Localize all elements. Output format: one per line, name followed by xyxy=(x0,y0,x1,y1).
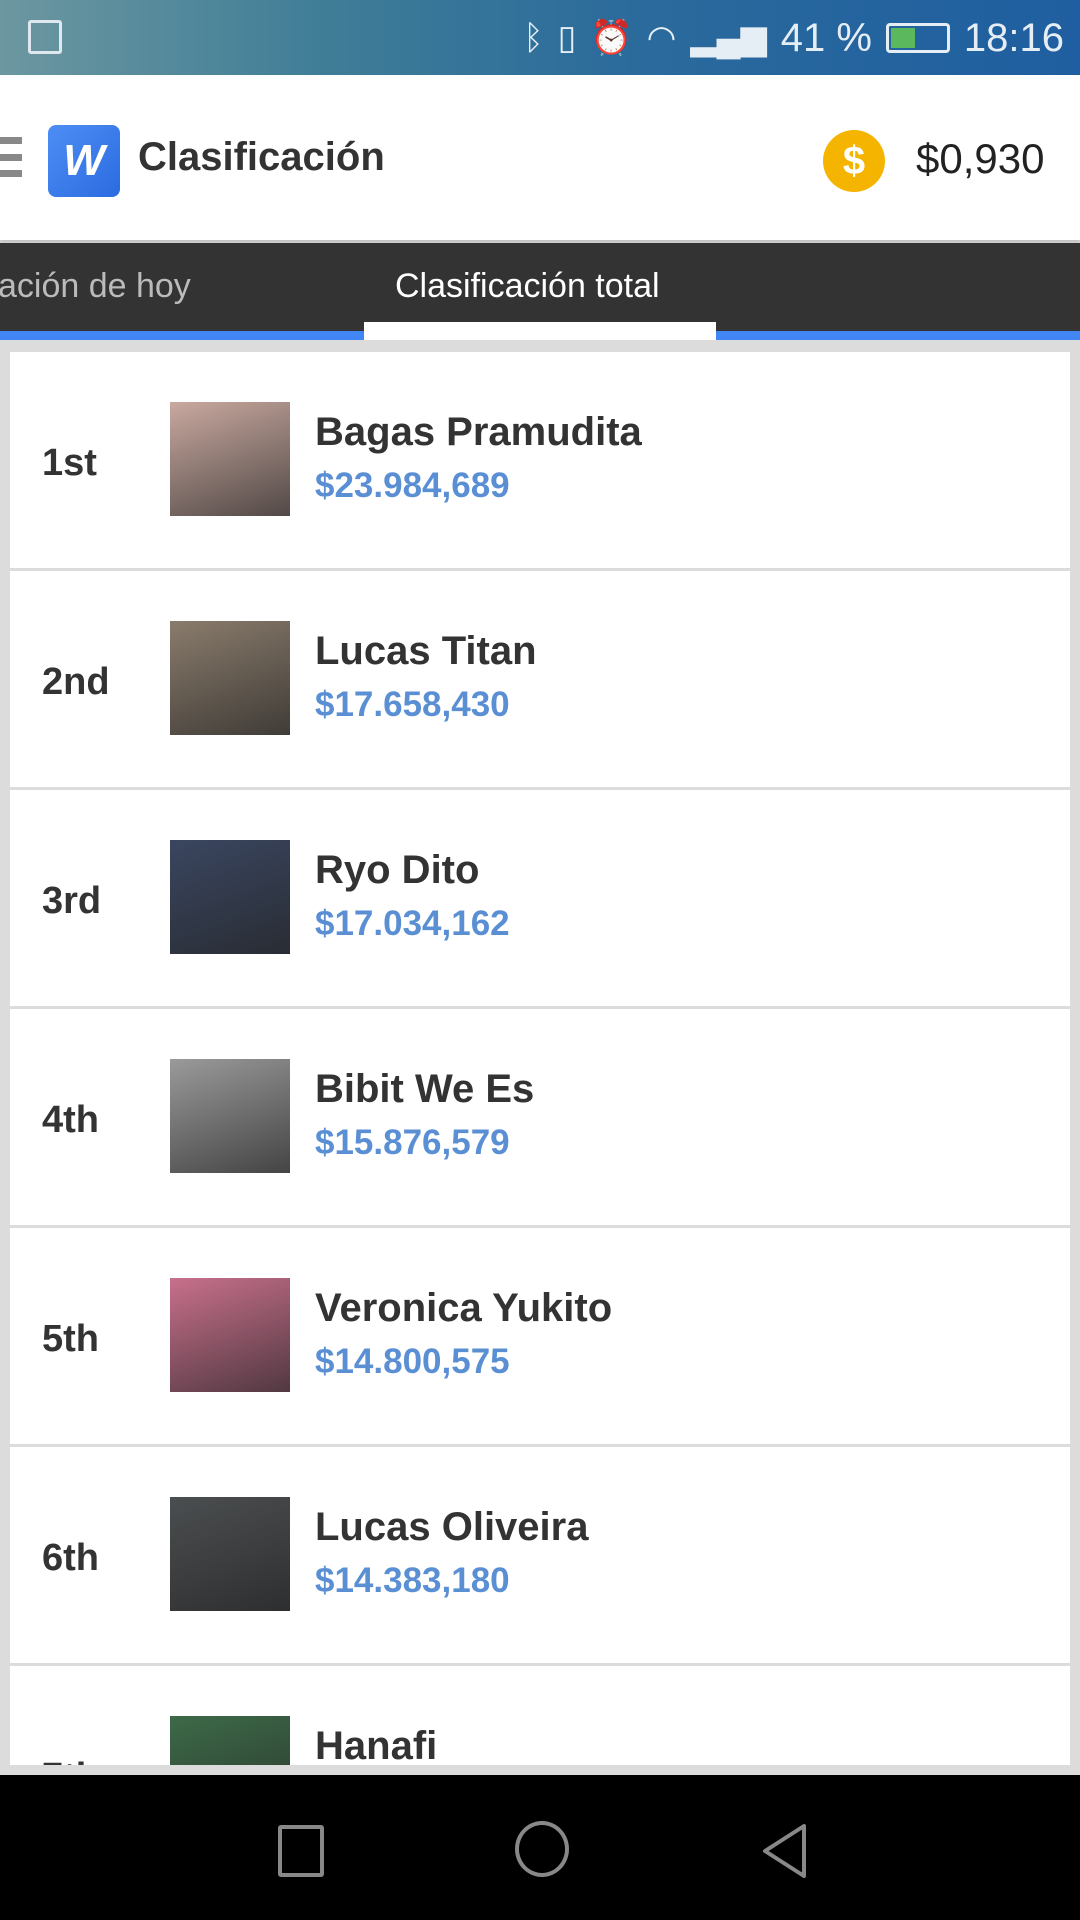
list-item[interactable]: 1st Bagas Pramudita $23.984,689 xyxy=(10,352,1070,571)
player-amount: $14.800,575 xyxy=(315,1342,510,1381)
list-item[interactable]: 6th Lucas Oliveira $14.383,180 xyxy=(10,1447,1070,1666)
tab-today[interactable]: ación de hoy xyxy=(0,267,191,305)
rank: 7th xyxy=(42,1756,99,1765)
tab-total[interactable]: Clasificación total xyxy=(395,267,660,305)
tab-bar: ación de hoy Clasificación total xyxy=(0,243,1080,340)
back-button[interactable] xyxy=(760,1823,810,1879)
vibrate-icon: ▯ xyxy=(557,19,577,57)
bluetooth-icon: ᛒ xyxy=(523,18,544,57)
avatar xyxy=(170,1497,290,1611)
signal-icon: ▂▄▆ xyxy=(690,19,767,57)
active-tab-indicator xyxy=(364,322,716,340)
app-header: W Clasificación $ $0,930 xyxy=(0,75,1080,240)
player-amount: $17.034,162 xyxy=(315,904,510,943)
rank: 6th xyxy=(42,1537,99,1579)
avatar xyxy=(170,840,290,954)
player-name: Lucas Titan xyxy=(315,629,537,673)
recents-button[interactable] xyxy=(278,1825,324,1877)
gallery-icon xyxy=(28,20,62,54)
rank: 4th xyxy=(42,1099,99,1141)
list-item[interactable]: 2nd Lucas Titan $17.658,430 xyxy=(10,571,1070,790)
avatar xyxy=(170,1278,290,1392)
player-name: Hanafi xyxy=(315,1724,438,1765)
player-name: Veronica Yukito xyxy=(315,1286,613,1330)
player-name: Bibit We Es xyxy=(315,1067,535,1111)
status-bar: ᛒ ▯ ⏰ ◠ ▂▄▆ 41 % 18:16 xyxy=(0,0,1080,75)
player-name: Bagas Pramudita xyxy=(315,410,642,454)
avatar xyxy=(170,621,290,735)
list-item[interactable]: 4th Bibit We Es $15.876,579 xyxy=(10,1009,1070,1228)
player-amount: $23.984,689 xyxy=(315,466,510,505)
battery-percent: 41 % xyxy=(780,15,872,60)
avatar xyxy=(170,1059,290,1173)
rank: 5th xyxy=(42,1318,99,1360)
rank: 3rd xyxy=(42,880,102,922)
wifi-icon: ◠ xyxy=(646,19,677,57)
alarm-icon: ⏰ xyxy=(590,19,633,57)
coin-icon: $ xyxy=(823,130,885,192)
list-item[interactable]: 5th Veronica Yukito $14.800,575 xyxy=(10,1228,1070,1447)
list-item[interactable]: 3rd Ryo Dito $17.034,162 xyxy=(10,790,1070,1009)
rank: 1st xyxy=(42,442,97,484)
list-item[interactable]: 7th Hanafi xyxy=(10,1666,1070,1765)
leaderboard-list[interactable]: 1st Bagas Pramudita $23.984,689 2nd Lucas… xyxy=(10,352,1070,1765)
clock: 18:16 xyxy=(963,15,1064,60)
page-title: Clasificación xyxy=(138,135,385,179)
home-button[interactable] xyxy=(515,1821,569,1877)
avatar xyxy=(170,1716,290,1765)
player-amount: $14.383,180 xyxy=(315,1561,510,1600)
player-name: Lucas Oliveira xyxy=(315,1505,589,1549)
app-logo: W xyxy=(48,125,120,197)
player-amount: $15.876,579 xyxy=(315,1123,510,1162)
balance: $0,930 xyxy=(916,135,1045,182)
player-amount: $17.658,430 xyxy=(315,685,510,724)
menu-icon[interactable] xyxy=(0,137,22,177)
rank: 2nd xyxy=(42,661,110,703)
avatar xyxy=(170,402,290,516)
player-name: Ryo Dito xyxy=(315,848,480,892)
navigation-bar xyxy=(0,1775,1080,1920)
battery-charging-icon xyxy=(885,23,950,53)
